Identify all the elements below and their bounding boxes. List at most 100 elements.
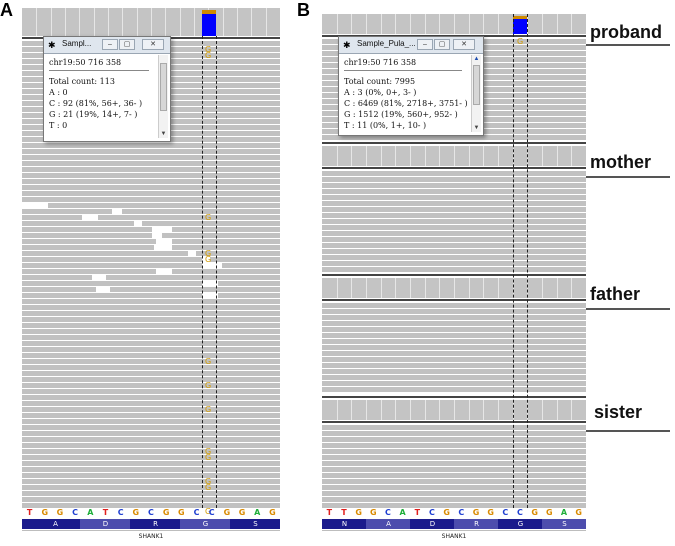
aligned-read[interactable]: [22, 257, 202, 262]
aligned-read[interactable]: [322, 369, 586, 374]
aligned-read[interactable]: [322, 183, 586, 188]
aligned-read[interactable]: [22, 425, 280, 430]
proband-coverage-track[interactable]: [322, 14, 586, 34]
aligned-read[interactable]: [322, 225, 586, 230]
aligned-read[interactable]: [22, 503, 280, 508]
aligned-read[interactable]: [22, 239, 156, 244]
sister-reads[interactable]: [322, 425, 586, 509]
mother-reads[interactable]: [322, 171, 586, 277]
aligned-read[interactable]: [22, 143, 280, 148]
aligned-read[interactable]: [322, 425, 586, 430]
aligned-read[interactable]: [322, 177, 586, 182]
aligned-read[interactable]: [22, 245, 154, 250]
aligned-read[interactable]: [22, 281, 202, 286]
scroll-down-arrow-icon[interactable]: ▼: [160, 131, 167, 137]
aligned-read[interactable]: [22, 173, 280, 178]
aligned-read[interactable]: [322, 375, 586, 380]
aligned-read[interactable]: [22, 287, 96, 292]
aligned-read[interactable]: [322, 443, 586, 448]
aligned-read[interactable]: [22, 443, 280, 448]
aligned-read[interactable]: [22, 395, 280, 400]
aligned-read[interactable]: [22, 419, 280, 424]
close-button[interactable]: ✕: [142, 39, 164, 50]
aligned-read[interactable]: [22, 359, 280, 364]
aligned-read[interactable]: [22, 227, 152, 232]
aligned-read[interactable]: [98, 215, 280, 220]
aligned-read[interactable]: [22, 407, 280, 412]
panel-a-popup-scrollbar[interactable]: ▼: [158, 55, 168, 138]
aligned-read[interactable]: [172, 269, 280, 274]
aligned-read[interactable]: [22, 389, 280, 394]
scroll-down-arrow-icon[interactable]: ▼: [473, 125, 480, 131]
aligned-read[interactable]: [22, 455, 280, 460]
aligned-read[interactable]: [22, 461, 280, 466]
aligned-read[interactable]: [322, 497, 586, 502]
panel-b-popup-scrollbar[interactable]: ▲ ▼: [471, 55, 481, 132]
aligned-read[interactable]: [22, 323, 280, 328]
aligned-read[interactable]: [22, 299, 280, 304]
scrollbar-thumb[interactable]: [160, 63, 167, 111]
aligned-read[interactable]: [22, 485, 280, 490]
aligned-read[interactable]: [322, 201, 586, 206]
aligned-read[interactable]: [172, 245, 280, 250]
panel-a-gene-track[interactable]: SHANK1: [22, 530, 280, 544]
maximize-button[interactable]: ▢: [434, 39, 450, 50]
aligned-read[interactable]: [22, 185, 280, 190]
aligned-read[interactable]: [122, 209, 280, 214]
mother-coverage-track[interactable]: [322, 146, 586, 166]
aligned-read[interactable]: [322, 135, 586, 140]
aligned-read[interactable]: [322, 479, 586, 484]
scroll-up-arrow-icon[interactable]: ▲: [473, 56, 480, 62]
aligned-read[interactable]: [322, 461, 586, 466]
panel-a-coverage-track[interactable]: [22, 8, 280, 36]
aligned-read[interactable]: [22, 413, 280, 418]
aligned-read[interactable]: [322, 237, 586, 242]
aligned-read[interactable]: [322, 315, 586, 320]
aligned-read[interactable]: [322, 303, 586, 308]
panel-a-popup[interactable]: ✱ Sampl... – ▢ ✕ chr19:50 716 358 Total …: [43, 36, 171, 142]
aligned-read[interactable]: [22, 329, 280, 334]
aligned-read[interactable]: [22, 341, 280, 346]
aligned-read[interactable]: [106, 275, 280, 280]
aligned-read[interactable]: [22, 191, 280, 196]
proband-variant-bar[interactable]: [513, 18, 527, 34]
aligned-read[interactable]: [210, 257, 280, 262]
aligned-read[interactable]: [322, 387, 586, 392]
aligned-read[interactable]: [322, 381, 586, 386]
aligned-read[interactable]: [322, 195, 586, 200]
minimize-button[interactable]: –: [102, 39, 118, 50]
aligned-read[interactable]: [322, 431, 586, 436]
aligned-read[interactable]: [322, 339, 586, 344]
aligned-read[interactable]: [22, 449, 280, 454]
aligned-read[interactable]: [322, 473, 586, 478]
aligned-read[interactable]: [22, 215, 82, 220]
aligned-read[interactable]: [322, 455, 586, 460]
aligned-read[interactable]: [22, 305, 280, 310]
panel-b-popup-titlebar[interactable]: ✱ Sample_Pula_... – ▢ ✕: [339, 37, 483, 54]
aligned-read[interactable]: [322, 491, 586, 496]
aligned-read[interactable]: [22, 491, 280, 496]
aligned-read[interactable]: [22, 221, 134, 226]
aligned-read[interactable]: [222, 263, 280, 268]
aligned-read[interactable]: [172, 227, 280, 232]
aligned-read[interactable]: [322, 345, 586, 350]
aligned-read[interactable]: [172, 239, 280, 244]
aligned-read[interactable]: [218, 293, 280, 298]
aligned-read[interactable]: [22, 251, 188, 256]
father-reads[interactable]: [322, 303, 586, 395]
aligned-read[interactable]: [322, 333, 586, 338]
aligned-read[interactable]: [322, 321, 586, 326]
panel-a-popup-titlebar[interactable]: ✱ Sampl... – ▢ ✕: [44, 37, 170, 54]
aligned-read[interactable]: [162, 233, 280, 238]
minimize-button[interactable]: –: [417, 39, 433, 50]
father-coverage-track[interactable]: [322, 278, 586, 298]
aligned-read[interactable]: [22, 179, 280, 184]
aligned-read[interactable]: [322, 363, 586, 368]
aligned-read[interactable]: [22, 497, 280, 502]
aligned-read[interactable]: [22, 233, 152, 238]
aligned-read[interactable]: [48, 203, 280, 208]
aligned-read[interactable]: [322, 449, 586, 454]
scrollbar-thumb[interactable]: [473, 65, 480, 105]
aligned-read[interactable]: [22, 161, 280, 166]
aligned-read[interactable]: [22, 293, 202, 298]
